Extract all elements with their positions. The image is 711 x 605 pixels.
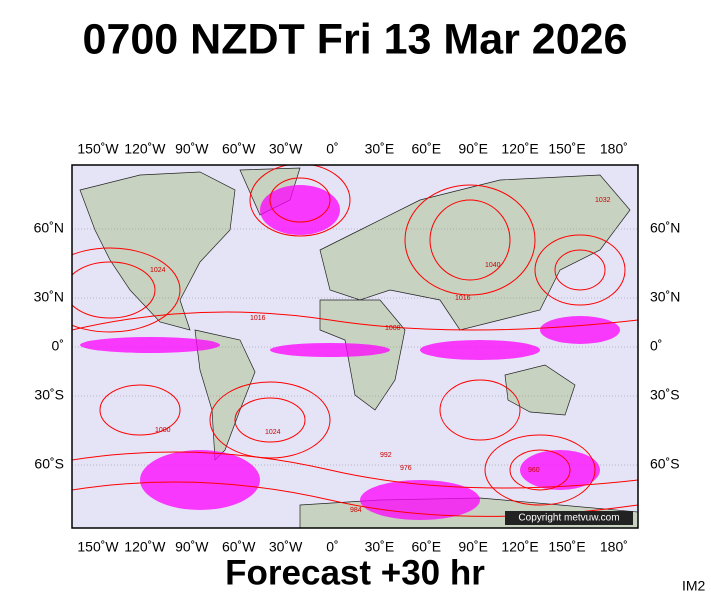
longitude-label: 60˚W (222, 141, 256, 157)
axis-labels: 150˚W 150˚W 120˚W 120˚W 90˚W 90˚W 60˚W 60˚W 30˚W… (34, 141, 681, 555)
latitude-label: 60˚N (34, 220, 64, 236)
isobar-label: 1000 (155, 427, 171, 434)
latitude-label: 30˚N (34, 289, 64, 305)
longitude-label: 60˚E (412, 141, 442, 157)
longitude-label: 150˚W (77, 141, 119, 157)
isobar-label: 1024 (150, 267, 166, 274)
isobar-label: 1016 (455, 295, 471, 302)
longitude-label: 90˚E (458, 141, 488, 157)
longitude-label: 120˚E (501, 539, 538, 555)
isobar-label: 1016 (250, 315, 266, 322)
longitude-label: 120˚W (124, 141, 166, 157)
longitude-label: 30˚E (365, 141, 395, 157)
title: 0700 NZDT Fri 13 Mar 2026 (83, 15, 628, 63)
latitude-label: 60˚S (34, 456, 64, 472)
longitude-label: 90˚E (458, 539, 488, 555)
longitude-label: 180˚ (600, 141, 628, 157)
longitude-label: 90˚W (175, 539, 209, 555)
forecast-label: Forecast +30 hr (225, 553, 485, 592)
latitude-label: 30˚S (650, 387, 680, 403)
longitude-label: 150˚W (77, 539, 119, 555)
isobar-label: 1024 (265, 429, 281, 436)
latitude-label: 0˚ (52, 338, 64, 354)
isobar-label: 1008 (385, 325, 401, 332)
map-frame (71, 164, 639, 529)
isobar-label: 984 (350, 507, 362, 514)
longitude-label: 0˚ (326, 539, 338, 555)
longitude-label: 30˚W (269, 539, 303, 555)
map: 1024 1016 1008 1000 992 984 976 960 1040… (72, 165, 638, 528)
longitude-label: 30˚E (365, 539, 395, 555)
longitude-label: 180˚ (600, 539, 628, 555)
latitude-label: 60˚N (650, 220, 680, 236)
copyright: Copyright metvuw.com (518, 513, 619, 524)
image-id: IM2 (682, 578, 706, 594)
longitude-label: 90˚W (175, 141, 209, 157)
longitude-label: 150˚E (548, 539, 585, 555)
latitude-label: 0˚ (650, 338, 662, 354)
longitude-label: 120˚E (501, 141, 538, 157)
isobar-label: 960 (528, 467, 540, 474)
isobar-label: 976 (400, 465, 412, 472)
longitude-label: 60˚E (412, 539, 442, 555)
longitude-label: 30˚W (269, 141, 303, 157)
isobar-label: 1032 (595, 197, 611, 204)
longitude-label: 0˚ (326, 141, 338, 157)
longitude-label: 120˚W (124, 539, 166, 555)
longitude-label: 150˚E (548, 141, 585, 157)
latitude-label: 30˚N (650, 289, 680, 305)
latitude-label: 60˚S (650, 456, 680, 472)
isobar-label: 992 (380, 452, 392, 459)
longitude-label: 60˚W (222, 539, 256, 555)
isobar-label: 1040 (485, 262, 501, 269)
latitude-label: 30˚S (34, 387, 64, 403)
